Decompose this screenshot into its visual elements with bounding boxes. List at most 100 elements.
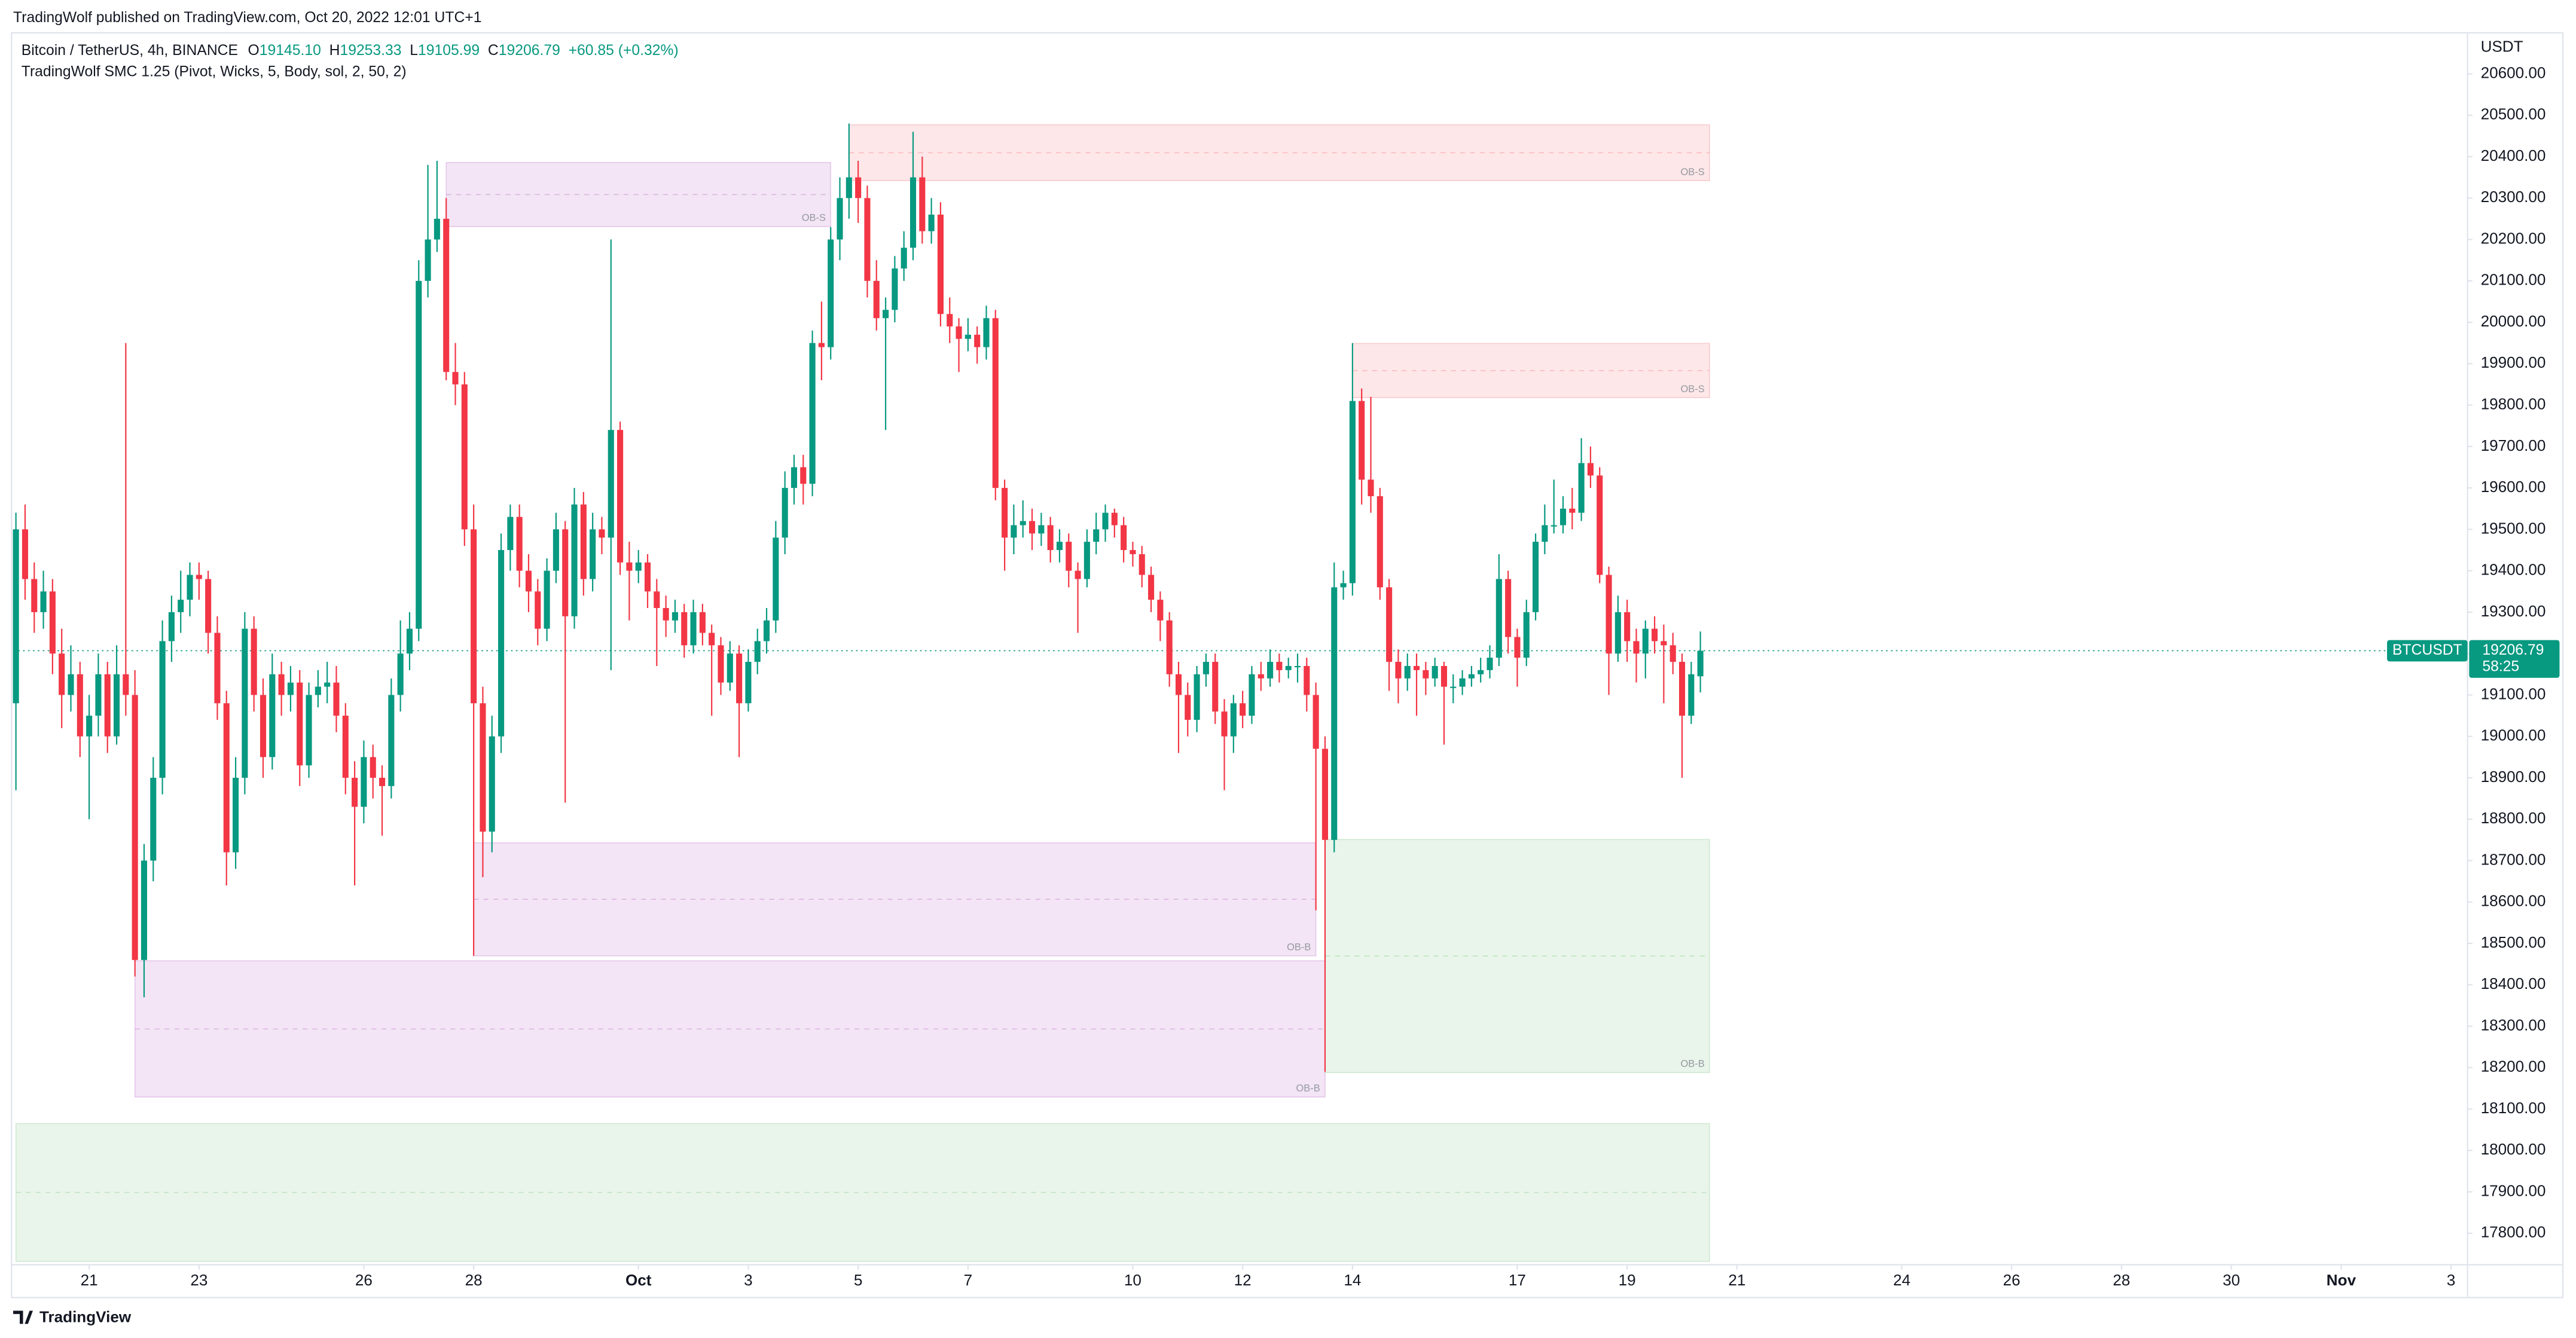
y-tick-label: 20000.00: [2481, 312, 2546, 330]
candle-body: [672, 612, 678, 621]
x-tick-label: 14: [1344, 1271, 1361, 1289]
candle-body: [1505, 579, 1512, 637]
candle-body: [983, 318, 990, 347]
candle-body: [818, 343, 825, 347]
candle-body: [1321, 749, 1328, 840]
readout-key: L: [410, 42, 418, 59]
candle-body: [1468, 674, 1475, 679]
candle-body: [1633, 641, 1640, 654]
candle-body: [168, 612, 175, 641]
candle-body: [763, 620, 770, 641]
candle-body: [1075, 570, 1081, 579]
candle-body: [1413, 665, 1420, 670]
y-tick-label: 18200.00: [2481, 1058, 2546, 1076]
y-tick-label: 17900.00: [2481, 1181, 2546, 1199]
candle-body: [251, 628, 257, 695]
candle-body: [1185, 695, 1191, 720]
candle-body: [1578, 463, 1585, 513]
candle-body: [928, 215, 935, 231]
candle-body: [1066, 542, 1072, 571]
candle-body: [1157, 600, 1164, 621]
candle-body: [1614, 612, 1621, 654]
x-tick-label: 30: [2223, 1271, 2240, 1289]
candle-body: [525, 570, 532, 592]
y-tick-label: 20500.00: [2481, 105, 2546, 123]
candle-body: [663, 607, 669, 621]
x-tick-label: 7: [964, 1271, 973, 1289]
candle-body: [269, 674, 276, 757]
y-tick-label: 18900.00: [2481, 768, 2546, 786]
candle-body: [1514, 637, 1521, 658]
candle-body: [233, 777, 239, 853]
candle-body: [159, 641, 166, 778]
candle-body: [1166, 620, 1173, 674]
candle-body: [132, 695, 138, 960]
candle-body: [1093, 529, 1100, 542]
readout-key: O: [248, 42, 260, 59]
readout-value: 19206.79: [499, 42, 560, 59]
candle-body: [837, 198, 843, 240]
x-tick-label: 12: [1234, 1271, 1252, 1289]
x-tick-label: 21: [81, 1271, 98, 1289]
candle-body: [947, 314, 953, 327]
candle-body: [1587, 463, 1594, 476]
x-tick-label: Oct: [625, 1271, 652, 1289]
candle-body: [1368, 479, 1374, 496]
candle-body: [77, 674, 83, 737]
x-tick-label: 24: [1893, 1271, 1910, 1289]
candle-body: [1221, 711, 1228, 737]
y-tick-label: 19600.00: [2481, 478, 2546, 496]
y-tick-label: 20300.00: [2481, 188, 2546, 206]
candle-body: [846, 177, 852, 198]
candle-body: [1294, 665, 1301, 668]
candle-body: [773, 537, 779, 621]
candle-body: [1240, 703, 1246, 716]
candle-body: [1624, 612, 1631, 641]
candle-body: [718, 645, 724, 683]
candle-body: [1038, 525, 1045, 534]
candle-body: [333, 682, 340, 716]
candle-body: [690, 612, 697, 646]
candle-body: [1313, 695, 1319, 749]
candle-body: [324, 682, 331, 687]
candle-body: [434, 218, 440, 240]
candle-body: [1423, 670, 1429, 679]
order-block-label: OB-S: [1680, 384, 1704, 395]
candle-body: [1542, 525, 1548, 542]
candle-body: [1258, 674, 1264, 679]
candle-body: [1559, 508, 1567, 526]
candle-body: [562, 529, 569, 616]
candle-body: [544, 570, 550, 629]
x-tick-label: 28: [465, 1271, 483, 1289]
y-tick-label: 19500.00: [2481, 519, 2546, 537]
candle-body: [873, 280, 880, 319]
y-tick-label: 19800.00: [2481, 395, 2546, 413]
candle-body: [654, 591, 660, 608]
logo: TradingView: [13, 1308, 132, 1326]
y-tick-label: 17800.00: [2481, 1223, 2546, 1241]
candle-body: [754, 641, 761, 662]
candle-body: [480, 703, 486, 832]
x-tick-label: 5: [854, 1271, 863, 1289]
symbol-tag: BTCUSDT: [2392, 642, 2462, 658]
y-tick-label: 20100.00: [2481, 271, 2546, 289]
candle-body: [1020, 521, 1026, 526]
candle-body: [1139, 554, 1145, 575]
candle-body: [1304, 665, 1310, 695]
indicator-line: TradingWolf SMC 1.25 (Pivot, Wicks, 5, B…: [22, 63, 407, 80]
candle-body: [40, 591, 47, 612]
candle-body: [745, 662, 752, 704]
candle-body: [809, 343, 816, 484]
last-price-tag-bg: [2469, 640, 2560, 678]
candle-body: [86, 716, 93, 737]
candle-body: [471, 529, 477, 704]
y-tick-label: 19100.00: [2481, 685, 2546, 702]
candle-body: [123, 674, 129, 695]
y-tick-label: 18300.00: [2481, 1016, 2546, 1034]
candle-body: [1678, 662, 1686, 716]
candle-body: [800, 467, 807, 484]
candle-body: [790, 467, 798, 488]
candle-body: [443, 218, 450, 372]
y-tick-label: 18000.00: [2481, 1140, 2546, 1158]
candle-body: [95, 674, 102, 716]
